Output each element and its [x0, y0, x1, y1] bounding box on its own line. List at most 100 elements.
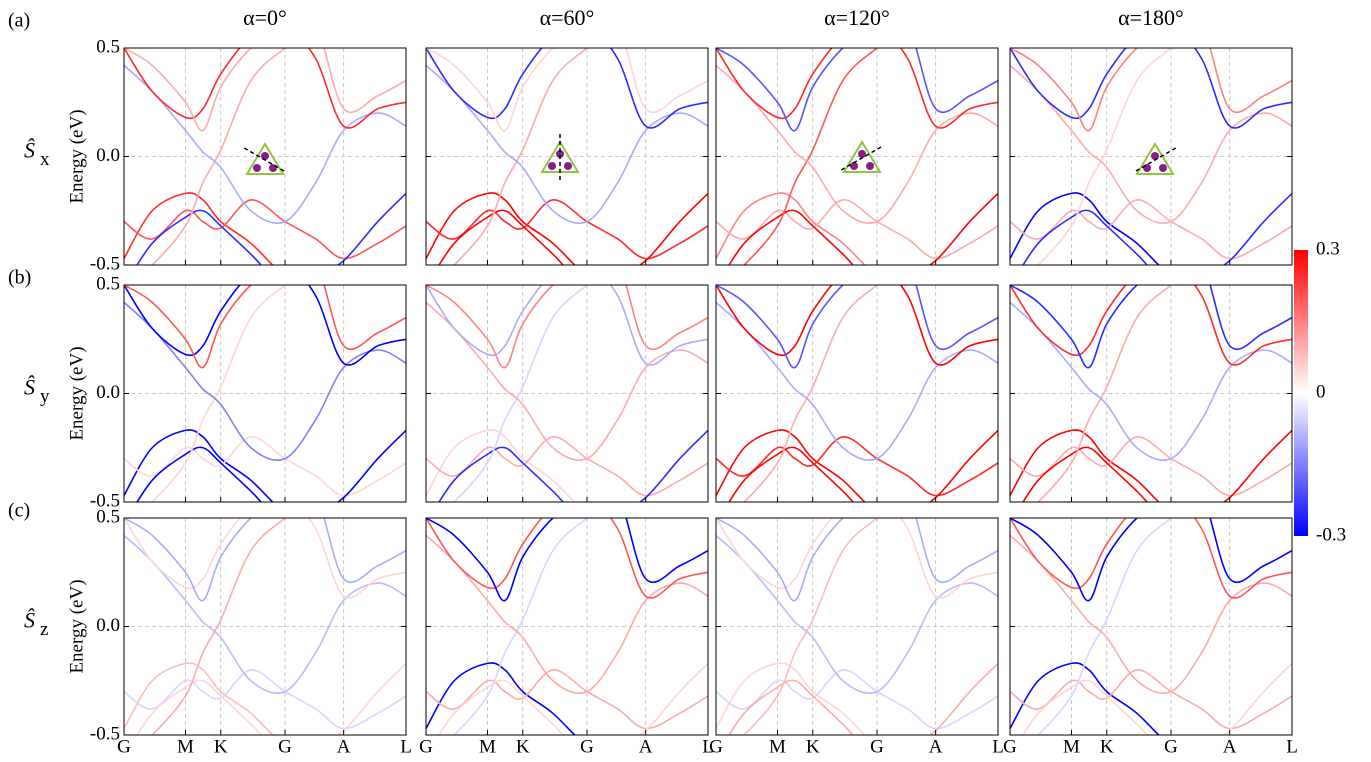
band-line — [1010, 436, 1292, 497]
panel: -0.5 0.0 0.5 Energy (eV) (b) Ŝ y — [8, 267, 407, 511]
inset-atom — [261, 152, 269, 160]
band-line — [716, 534, 998, 694]
band-line — [124, 48, 406, 132]
inset-atom — [1151, 152, 1159, 160]
bands — [426, 518, 708, 735]
band-line — [1010, 285, 1292, 369]
y-tick-label: 0.0 — [96, 382, 120, 403]
band-line — [124, 429, 274, 502]
band-line — [743, 518, 879, 735]
band-line — [124, 518, 406, 599]
x-tick-label: A — [1223, 736, 1237, 757]
inset-triangle — [245, 142, 285, 175]
x-tick-label: L — [400, 736, 412, 757]
colorbar-tick-label: -0.3 — [1316, 524, 1346, 545]
y-tick-label: -0.5 — [90, 490, 120, 511]
band-line — [426, 285, 708, 369]
inset-triangle — [842, 140, 882, 173]
band-line — [124, 285, 406, 369]
operator-subscript: z — [40, 619, 48, 640]
x-tick-label: M — [479, 736, 496, 757]
band-line — [124, 48, 406, 129]
bands — [716, 518, 998, 735]
x-tick-label: M — [177, 736, 194, 757]
band-line — [1010, 301, 1292, 461]
band-line — [426, 301, 708, 461]
panel — [715, 284, 999, 503]
x-tick-label: G — [419, 736, 433, 757]
x-tick-label: L — [992, 736, 1004, 757]
band-line — [426, 662, 576, 735]
band-line — [438, 192, 708, 265]
y-tick-label: 0.0 — [96, 145, 120, 166]
panel: -0.5 0.0 0.5 α=0° Energy (eV) (a) Ŝ x — [8, 5, 407, 274]
band-line — [1010, 192, 1160, 265]
bands — [716, 285, 998, 502]
inset-icon — [243, 142, 287, 175]
band-line — [426, 48, 708, 132]
band-line — [716, 436, 998, 497]
panel: -0.5 0.0 0.5 G M K G A L Energy (eV) (c) Ŝ z — [8, 500, 412, 758]
operator-label: Ŝ — [24, 375, 35, 400]
band-line — [716, 429, 866, 502]
band-line — [1037, 285, 1173, 502]
x-tick-label: L — [1286, 736, 1298, 757]
y-tick-label: -0.5 — [90, 253, 120, 274]
band-line — [716, 285, 998, 366]
inset-atom — [269, 164, 277, 172]
inset-triangle — [1135, 142, 1175, 175]
band-line — [426, 518, 708, 602]
y-tick-label: 0.0 — [96, 615, 120, 636]
panel: α=180° — [1009, 5, 1293, 266]
inset-atom — [858, 150, 866, 158]
panel: α=60° — [425, 5, 709, 266]
inset-atom — [556, 150, 564, 158]
y-axis-label: Energy (eV) — [66, 109, 87, 203]
bands — [1010, 518, 1292, 735]
band-line — [124, 669, 406, 730]
band-line — [1037, 48, 1173, 265]
band-line — [124, 192, 274, 265]
x-tick-label: G — [580, 736, 594, 757]
band-line — [1022, 662, 1292, 735]
band-line — [716, 64, 998, 224]
inset-icon — [1133, 142, 1177, 175]
inset-atom — [253, 164, 261, 172]
band-line — [1010, 429, 1160, 502]
band-line — [426, 64, 708, 224]
bands — [426, 48, 708, 265]
band-line — [151, 48, 287, 265]
x-tick-label: M — [769, 736, 786, 757]
panel-title: α=120° — [824, 5, 890, 30]
band-line — [1010, 534, 1292, 694]
band-line — [1010, 48, 1292, 129]
band-line — [151, 285, 287, 502]
band-line — [1010, 518, 1292, 602]
panel-label: (a) — [8, 10, 30, 32]
operator-subscript: x — [40, 149, 50, 170]
band-line — [716, 301, 998, 461]
band-line — [1010, 662, 1160, 735]
inset-arrow — [243, 147, 287, 173]
inset-atom — [548, 162, 556, 170]
x-tick-label: K — [214, 736, 228, 757]
band-line — [743, 48, 879, 265]
inset-atom — [1143, 164, 1151, 172]
band-line — [728, 429, 998, 502]
panel — [425, 284, 709, 503]
colorbar-tick-label: 0 — [1316, 381, 1326, 402]
band-line — [124, 436, 406, 497]
y-axis-label: Energy (eV) — [66, 346, 87, 440]
band-line — [1010, 669, 1292, 730]
band-line — [136, 192, 406, 265]
band-line — [151, 518, 287, 735]
band-line — [124, 285, 406, 366]
band-line — [728, 662, 998, 735]
band-line — [124, 301, 406, 461]
inset-arrow — [1133, 147, 1177, 173]
x-tick-label: A — [337, 736, 351, 757]
y-tick-label: -0.5 — [90, 723, 120, 744]
y-tick-label: 0.5 — [96, 36, 120, 57]
inset-atom — [564, 162, 572, 170]
